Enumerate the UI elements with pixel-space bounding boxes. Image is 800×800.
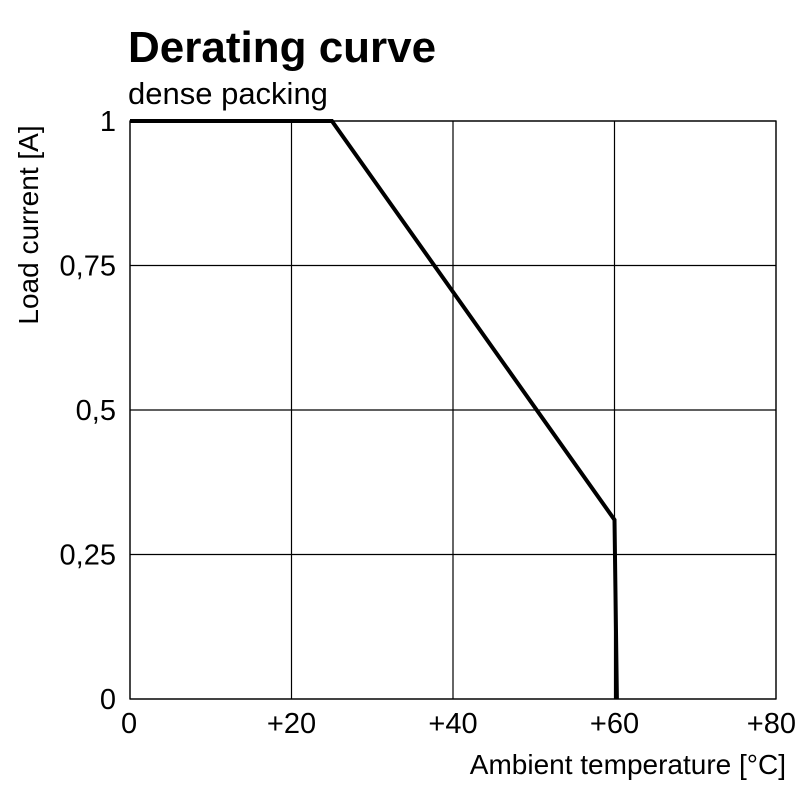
x-axis-label: Ambient temperature [°C]	[470, 749, 786, 780]
y-tick-label: 0,75	[60, 251, 116, 283]
y-tick-labels: 0 0,25 0,5 0,75 1	[60, 106, 116, 716]
x-tick-label: +80	[747, 708, 796, 740]
derating-curve-line	[130, 119, 619, 700]
plot-frame	[129, 120, 777, 700]
y-tick-label: 0,5	[76, 395, 116, 427]
chart-subtitle: dense packing	[128, 76, 328, 111]
grid	[129, 120, 777, 700]
x-tick-labels: 0 +20 +40 +60 +80	[121, 708, 796, 740]
x-tick-label: +20	[267, 708, 316, 740]
x-tick-label: +60	[590, 708, 639, 740]
y-tick-label: 1	[100, 106, 116, 138]
y-axis-label: Load current [A]	[13, 125, 44, 324]
chart-title: Derating curve	[128, 23, 436, 72]
x-tick-label: +40	[428, 708, 477, 740]
y-tick-label: 0,25	[60, 540, 116, 572]
series-layer	[130, 119, 619, 700]
x-tick-label: 0	[121, 708, 137, 740]
y-tick-label: 0	[100, 684, 116, 716]
